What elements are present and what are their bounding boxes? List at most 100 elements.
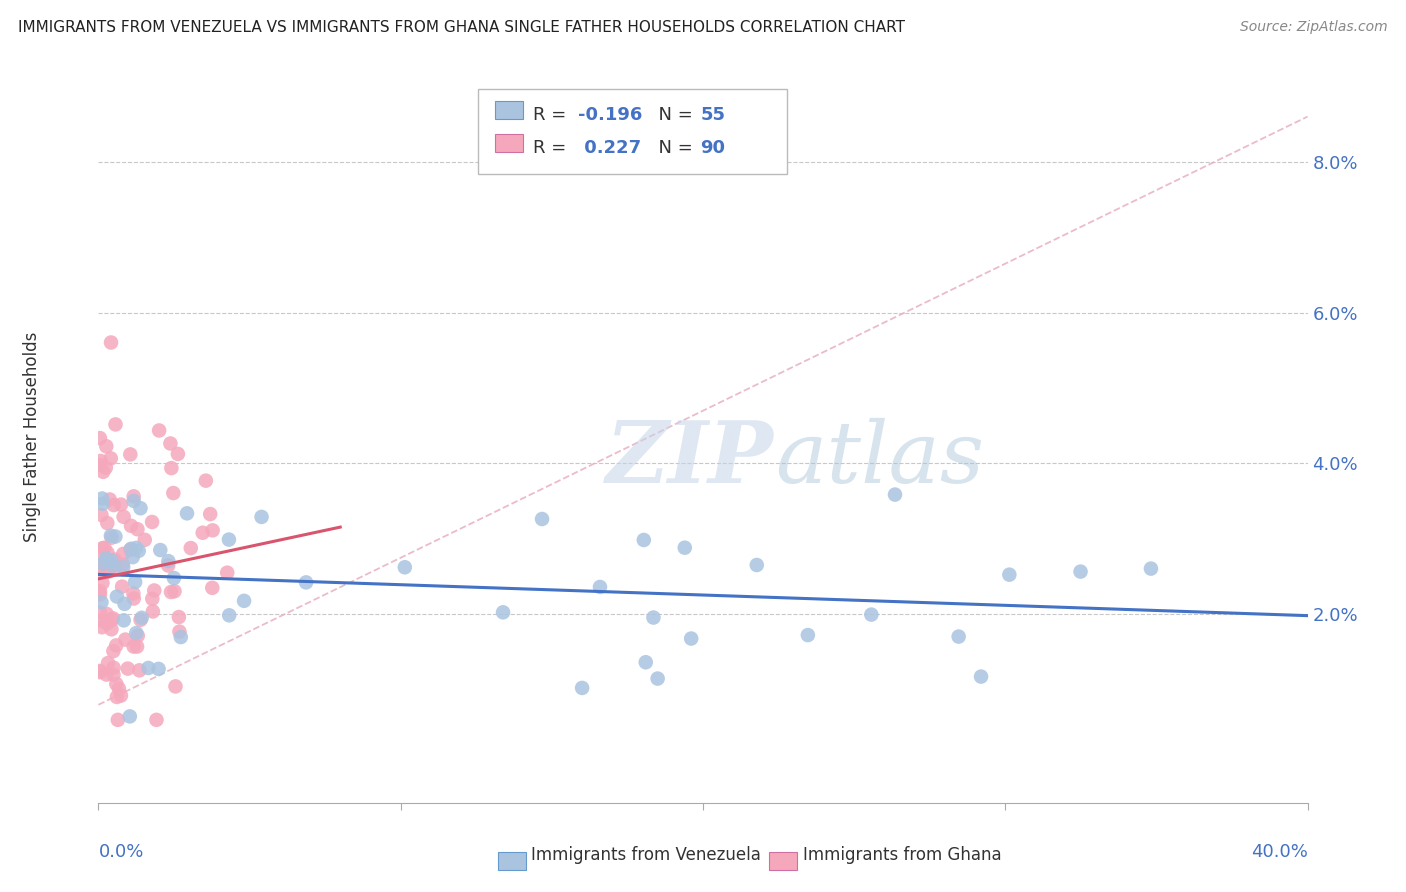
Point [100, 335, 122, 350]
Point [571, 681, 593, 695]
Point [100, 613, 122, 627]
Point [131, 611, 153, 625]
Point [96, 546, 118, 560]
Point [141, 591, 163, 606]
Point [111, 558, 134, 572]
Point [105, 639, 128, 653]
Text: Source: ZipAtlas.com: Source: ZipAtlas.com [1240, 20, 1388, 34]
Point [103, 498, 125, 512]
Point [167, 610, 190, 624]
Point [122, 591, 145, 606]
Point [96, 616, 118, 631]
Point [112, 509, 135, 524]
Point [589, 580, 612, 594]
Point [142, 604, 165, 618]
Point [681, 632, 703, 646]
Point [125, 541, 148, 555]
Point [647, 672, 669, 686]
Text: N =: N = [647, 139, 699, 157]
Point [125, 640, 148, 654]
Text: 0.227: 0.227 [578, 139, 641, 157]
Point [218, 533, 240, 547]
Text: 0.0%: 0.0% [98, 843, 143, 861]
Point [643, 610, 665, 624]
Point [159, 436, 181, 450]
Point [91, 614, 114, 628]
Point [100, 622, 122, 636]
Point [91, 541, 114, 556]
Point [91, 497, 114, 511]
Point [120, 541, 142, 556]
Point [163, 571, 186, 585]
Point [104, 529, 127, 543]
Point [217, 566, 239, 580]
Point [165, 680, 187, 694]
Point [394, 560, 416, 574]
Point [89, 550, 111, 565]
Point [105, 690, 128, 704]
Text: atlas: atlas [776, 417, 984, 500]
Point [107, 713, 129, 727]
Text: ZIP: ZIP [606, 417, 775, 500]
Point [148, 424, 170, 438]
Point [105, 590, 128, 604]
Point [148, 662, 170, 676]
Point [100, 553, 122, 567]
Point [127, 629, 149, 643]
Point [141, 515, 163, 529]
Point [633, 533, 655, 547]
Point [167, 447, 190, 461]
Point [492, 605, 515, 619]
Point [101, 558, 124, 573]
Point [634, 655, 657, 669]
Point [110, 498, 132, 512]
Point [112, 613, 135, 627]
Point [201, 524, 224, 538]
Point [91, 564, 114, 578]
Point [90, 508, 112, 522]
Point [121, 550, 143, 565]
Point [127, 522, 149, 536]
Point [103, 668, 125, 682]
Point [94, 460, 117, 475]
Point [91, 576, 114, 591]
Point [176, 506, 198, 520]
Point [531, 512, 554, 526]
Point [218, 608, 240, 623]
Point [122, 489, 145, 503]
Point [233, 594, 256, 608]
Point [134, 533, 156, 547]
Point [998, 567, 1021, 582]
Text: R =: R = [533, 106, 572, 124]
Point [112, 560, 135, 574]
Point [100, 529, 122, 543]
Point [180, 541, 202, 555]
Point [112, 547, 135, 561]
Point [170, 630, 193, 644]
Point [103, 644, 125, 658]
Point [118, 709, 141, 723]
Point [103, 552, 125, 566]
Point [250, 509, 273, 524]
Point [201, 581, 224, 595]
Point [295, 575, 318, 590]
Point [884, 487, 907, 501]
Point [96, 607, 118, 621]
Point [122, 640, 145, 654]
Point [89, 588, 111, 602]
Point [110, 689, 132, 703]
Point [117, 662, 139, 676]
Text: 40.0%: 40.0% [1251, 843, 1308, 861]
Point [124, 574, 146, 589]
Point [100, 531, 122, 545]
Point [194, 474, 217, 488]
Point [143, 583, 166, 598]
Point [104, 417, 127, 432]
Point [90, 620, 112, 634]
Text: N =: N = [647, 106, 699, 124]
Text: R =: R = [533, 139, 572, 157]
Point [96, 516, 118, 530]
Point [128, 663, 150, 677]
Point [97, 656, 120, 670]
Point [89, 431, 111, 445]
